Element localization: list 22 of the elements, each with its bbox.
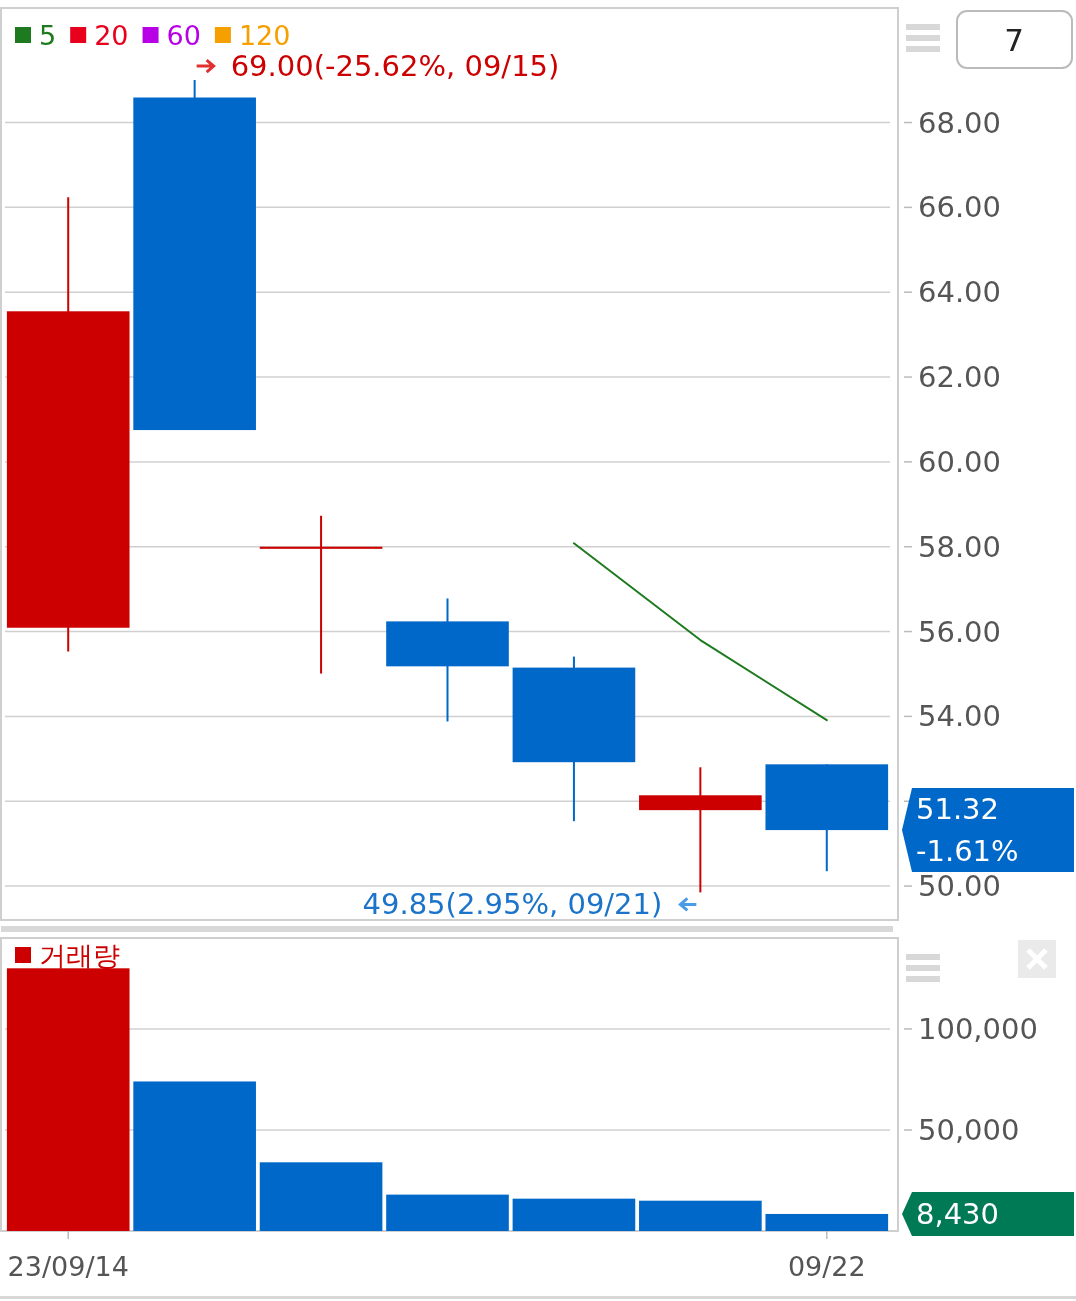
y-tick-label: 54.00 bbox=[918, 699, 1002, 734]
y-tick-label: 56.00 bbox=[918, 614, 1002, 649]
legend-label: 60 bbox=[166, 19, 201, 51]
legend-label: 120 bbox=[238, 19, 291, 51]
y-tick-label: 68.00 bbox=[918, 105, 1002, 140]
price-tag: 51.32 -1.61% bbox=[902, 788, 1074, 873]
annotation: 49.85(2.95%, 09/21) bbox=[362, 887, 663, 922]
y-tick-label: 66.00 bbox=[918, 190, 1002, 225]
x-tick-label: 09/22 bbox=[787, 1251, 866, 1282]
legend-label: 20 bbox=[94, 19, 129, 51]
annotation: 69.00(-25.62%, 09/15) bbox=[230, 49, 560, 84]
x-tick-label: 23/09/14 bbox=[7, 1251, 129, 1282]
y-tick-label: 100,000 bbox=[918, 1011, 1038, 1046]
y-tick-label: 60.00 bbox=[918, 444, 1002, 479]
y-tick-label: 62.00 bbox=[918, 360, 1002, 395]
legend-label: 5 bbox=[39, 19, 57, 51]
legend-label: 거래량 bbox=[39, 939, 120, 971]
price-tag: 8,430 bbox=[902, 1191, 1074, 1236]
y-tick-label: 58.00 bbox=[918, 529, 1002, 564]
y-tick-label: 50,000 bbox=[918, 1112, 1020, 1147]
y-tick-label: 64.00 bbox=[918, 275, 1002, 310]
period-box: 7 bbox=[956, 10, 1073, 69]
